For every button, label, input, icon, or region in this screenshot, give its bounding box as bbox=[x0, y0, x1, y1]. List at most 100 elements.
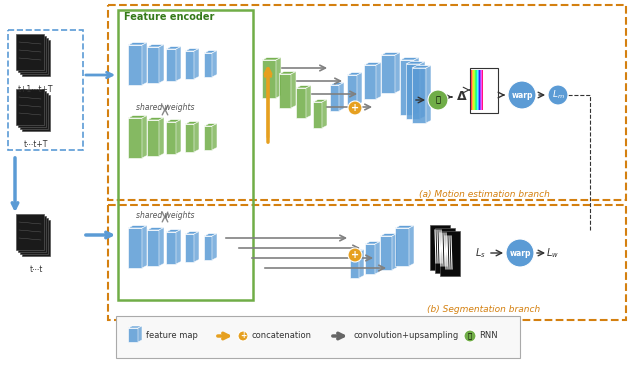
Polygon shape bbox=[185, 234, 194, 262]
Polygon shape bbox=[364, 65, 376, 99]
Polygon shape bbox=[322, 100, 327, 128]
Polygon shape bbox=[166, 232, 176, 264]
Bar bbox=[16, 89, 44, 125]
Polygon shape bbox=[176, 46, 181, 81]
Polygon shape bbox=[159, 117, 164, 156]
Bar bbox=[471, 70, 472, 110]
Polygon shape bbox=[380, 234, 397, 236]
Polygon shape bbox=[279, 74, 291, 108]
Polygon shape bbox=[262, 60, 276, 98]
Bar bbox=[477, 70, 479, 110]
Polygon shape bbox=[128, 225, 147, 228]
Polygon shape bbox=[296, 86, 311, 88]
Polygon shape bbox=[381, 52, 400, 55]
Text: RNN: RNN bbox=[479, 332, 498, 340]
Polygon shape bbox=[212, 51, 217, 77]
Bar bbox=[475, 70, 476, 110]
Polygon shape bbox=[147, 120, 159, 156]
Polygon shape bbox=[400, 60, 414, 115]
Polygon shape bbox=[313, 100, 327, 102]
Text: Feature encoder: Feature encoder bbox=[124, 12, 214, 22]
Polygon shape bbox=[291, 71, 296, 108]
Polygon shape bbox=[142, 42, 147, 85]
Text: $L_w$: $L_w$ bbox=[545, 246, 559, 260]
Polygon shape bbox=[414, 57, 419, 115]
Circle shape bbox=[508, 81, 536, 109]
Polygon shape bbox=[204, 123, 217, 126]
Text: concatenation: concatenation bbox=[251, 332, 311, 340]
Polygon shape bbox=[395, 228, 409, 266]
Polygon shape bbox=[176, 120, 181, 154]
Circle shape bbox=[238, 331, 248, 341]
Text: t+1⋅⋅⋅t+T: t+1⋅⋅⋅t+T bbox=[19, 85, 54, 94]
Polygon shape bbox=[420, 61, 425, 119]
Polygon shape bbox=[364, 63, 381, 65]
Text: shared weights: shared weights bbox=[136, 104, 195, 112]
Polygon shape bbox=[350, 250, 364, 252]
Bar bbox=[476, 70, 477, 110]
Polygon shape bbox=[376, 63, 381, 99]
Polygon shape bbox=[147, 230, 159, 266]
Polygon shape bbox=[128, 42, 147, 45]
Polygon shape bbox=[128, 326, 142, 328]
Polygon shape bbox=[330, 82, 344, 85]
Text: $L_s$: $L_s$ bbox=[475, 246, 485, 260]
Bar bbox=[22, 220, 50, 256]
Polygon shape bbox=[194, 232, 199, 262]
Polygon shape bbox=[204, 234, 217, 236]
Polygon shape bbox=[381, 55, 395, 93]
Bar bbox=[435, 228, 455, 273]
Text: warp: warp bbox=[509, 249, 531, 258]
Bar bbox=[473, 70, 474, 110]
Polygon shape bbox=[412, 68, 426, 123]
Text: +: + bbox=[240, 332, 246, 340]
Polygon shape bbox=[262, 57, 281, 60]
Polygon shape bbox=[409, 225, 414, 266]
Text: (a) Motion estimation branch: (a) Motion estimation branch bbox=[419, 190, 550, 199]
Polygon shape bbox=[147, 47, 159, 83]
Polygon shape bbox=[128, 116, 147, 118]
Polygon shape bbox=[176, 229, 181, 264]
Polygon shape bbox=[128, 118, 142, 158]
Polygon shape bbox=[395, 225, 414, 228]
Polygon shape bbox=[204, 236, 212, 260]
Text: (b) Segmentation branch: (b) Segmentation branch bbox=[427, 306, 540, 314]
Circle shape bbox=[506, 239, 534, 267]
Polygon shape bbox=[204, 126, 212, 150]
Bar bbox=[475, 70, 476, 110]
Bar bbox=[18, 216, 46, 252]
Polygon shape bbox=[147, 228, 164, 230]
Polygon shape bbox=[138, 326, 142, 342]
Polygon shape bbox=[392, 234, 397, 270]
Polygon shape bbox=[380, 236, 392, 270]
Bar bbox=[18, 91, 46, 127]
Polygon shape bbox=[313, 102, 322, 128]
Polygon shape bbox=[142, 116, 147, 158]
Polygon shape bbox=[185, 122, 199, 124]
Polygon shape bbox=[142, 225, 147, 268]
Polygon shape bbox=[276, 57, 281, 98]
Text: 🔒: 🔒 bbox=[435, 96, 440, 105]
Polygon shape bbox=[306, 86, 311, 118]
Polygon shape bbox=[185, 124, 194, 152]
Polygon shape bbox=[365, 242, 380, 244]
Bar bbox=[472, 70, 473, 110]
Polygon shape bbox=[365, 244, 375, 274]
Polygon shape bbox=[166, 49, 176, 81]
Polygon shape bbox=[166, 46, 181, 49]
Bar bbox=[470, 68, 498, 113]
Bar bbox=[20, 93, 48, 129]
Polygon shape bbox=[128, 328, 138, 342]
Circle shape bbox=[348, 248, 362, 262]
Polygon shape bbox=[128, 228, 142, 268]
Polygon shape bbox=[296, 88, 306, 118]
Bar bbox=[482, 70, 483, 110]
Bar bbox=[476, 70, 477, 110]
Circle shape bbox=[464, 330, 476, 342]
Polygon shape bbox=[339, 82, 344, 111]
Bar bbox=[18, 36, 46, 72]
Bar bbox=[481, 70, 482, 110]
Polygon shape bbox=[185, 51, 194, 79]
Polygon shape bbox=[166, 229, 181, 232]
Polygon shape bbox=[350, 252, 359, 278]
